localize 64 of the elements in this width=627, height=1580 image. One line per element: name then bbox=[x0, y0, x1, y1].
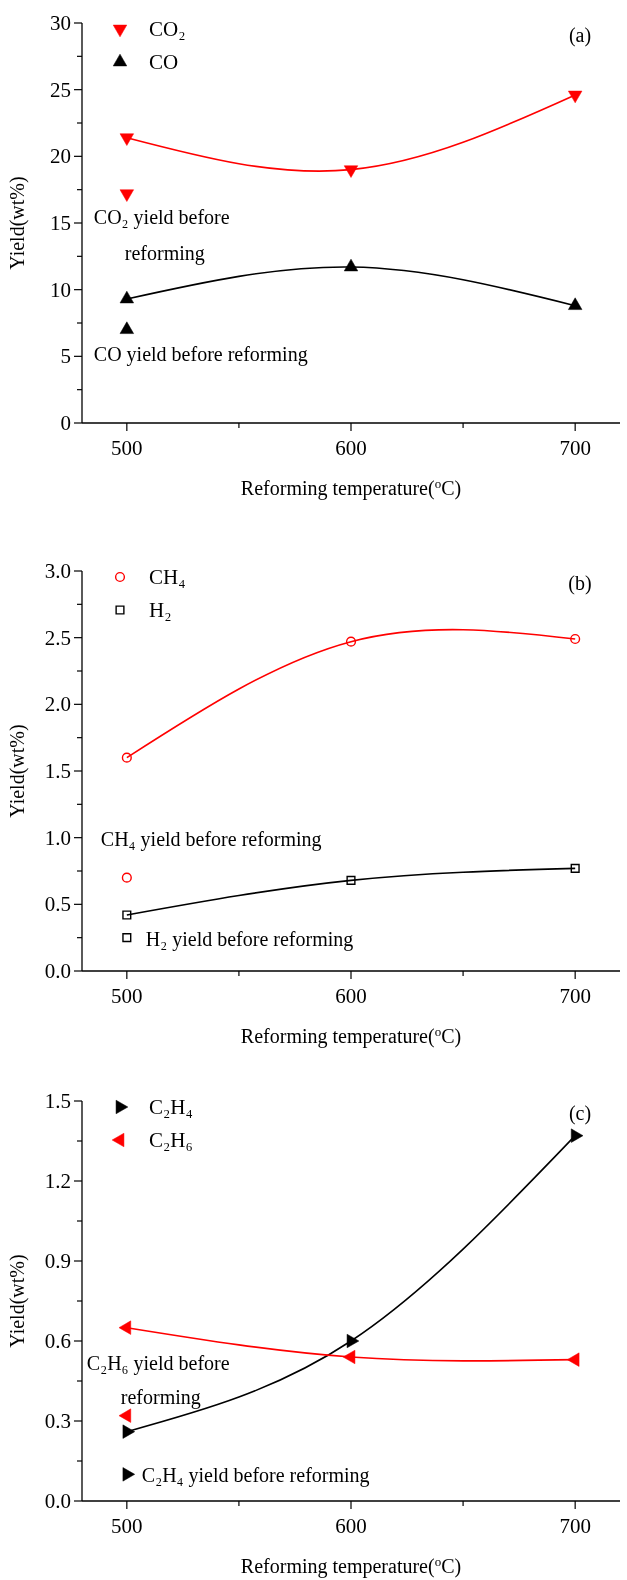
annotation: CO yield before reforming bbox=[93, 342, 308, 366]
chart-title: (b) bbox=[568, 572, 592, 595]
annotation: H₂ yield before reforming bbox=[145, 927, 354, 951]
x-axis-title: Reforming temperature($^{o}$C) bbox=[240, 1023, 462, 1048]
point bbox=[345, 636, 357, 647]
point bbox=[570, 633, 581, 645]
y-tick-label: 0.3 bbox=[44, 1409, 71, 1433]
y-tick-label: 25 bbox=[50, 77, 71, 102]
y-tick-label: 15 bbox=[50, 211, 71, 235]
x-tick-label: 600 bbox=[335, 984, 367, 1008]
y-tick-label: 2.5 bbox=[44, 625, 71, 650]
y-tick-label: 2.0 bbox=[44, 692, 71, 717]
annotation: CH₄ yield before reforming bbox=[100, 827, 322, 851]
point bbox=[121, 872, 132, 883]
y-tick-label: 30 bbox=[50, 11, 71, 35]
y-tick-label: 5 bbox=[60, 344, 71, 369]
point bbox=[342, 1349, 356, 1365]
point bbox=[570, 863, 580, 873]
x-tick-label: 700 bbox=[559, 436, 591, 460]
point bbox=[346, 875, 356, 885]
y-tick-label: 0.5 bbox=[44, 892, 71, 917]
annotation: C₂H₆ yield before reforming bbox=[86, 1351, 230, 1409]
legend-label: H₂ bbox=[149, 598, 172, 622]
y-tick-label: 1.5 bbox=[44, 759, 71, 783]
y-axis-title: Yield(wt%) bbox=[6, 176, 29, 270]
y-tick-label: 1.0 bbox=[44, 825, 71, 850]
y-tick-label: 0.0 bbox=[44, 1489, 71, 1513]
x-tick-label: 500 bbox=[111, 1514, 143, 1538]
x-tick-label: 700 bbox=[559, 984, 591, 1008]
legend-label: C₂H₆ bbox=[149, 1128, 193, 1152]
annotation: C₂H₄ yield before reforming bbox=[141, 1464, 370, 1488]
legend-label: C₂H₄ bbox=[149, 1095, 193, 1119]
x-axis-title: Reforming temperature($^{o}$C) bbox=[240, 1553, 462, 1578]
x-tick-label: 500 bbox=[111, 984, 143, 1008]
y-tick-label: 1.5 bbox=[44, 1089, 71, 1113]
point bbox=[567, 1352, 580, 1367]
legend-label: CO₂ bbox=[149, 17, 186, 41]
point bbox=[122, 1424, 135, 1439]
y-tick-label: 0 bbox=[60, 411, 71, 435]
point bbox=[122, 933, 132, 943]
y-tick-label: 0.6 bbox=[44, 1329, 71, 1353]
chart-title: (a) bbox=[568, 24, 592, 47]
point bbox=[122, 910, 132, 920]
y-tick-label: 1.2 bbox=[44, 1169, 71, 1193]
x-tick-label: 600 bbox=[335, 436, 367, 460]
legend-label: CO bbox=[149, 50, 179, 74]
x-tick-label: 600 bbox=[335, 1514, 367, 1538]
x-tick-label: 700 bbox=[559, 1514, 591, 1538]
point bbox=[121, 752, 132, 763]
annotation: CO₂ yield before reforming bbox=[93, 205, 230, 265]
point bbox=[122, 1467, 135, 1482]
y-axis-title: Yield(wt%) bbox=[6, 1254, 29, 1348]
chart-title: (c) bbox=[568, 1102, 592, 1125]
y-tick-label: 20 bbox=[50, 144, 71, 169]
y-axis-title: Yield(wt%) bbox=[6, 724, 29, 818]
y-tick-label: 10 bbox=[50, 277, 71, 302]
x-axis-title: Reforming temperature($^{o}$C) bbox=[240, 475, 462, 500]
point bbox=[118, 1408, 132, 1423]
y-tick-label: 0.9 bbox=[44, 1249, 71, 1273]
legend-label: CH₄ bbox=[149, 565, 186, 589]
y-tick-label: 0.0 bbox=[44, 959, 71, 983]
point bbox=[118, 1320, 132, 1335]
x-tick-label: 500 bbox=[111, 436, 143, 460]
y-tick-label: 3.0 bbox=[44, 559, 71, 583]
